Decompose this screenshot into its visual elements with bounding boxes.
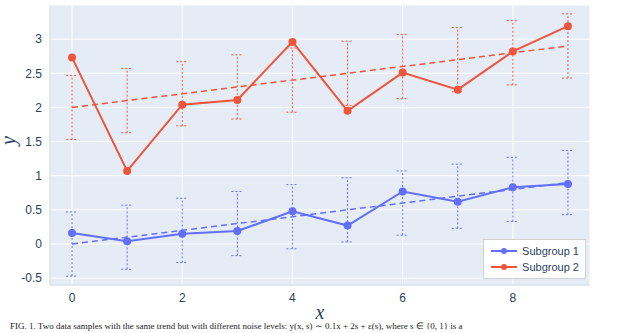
svg-text:y: y (8, 136, 20, 147)
svg-text:4: 4 (289, 291, 296, 305)
svg-text:6: 6 (399, 291, 406, 305)
html-text:Subgroup 1: Subgroup 1 (522, 245, 579, 257)
svg-text:1.5: 1.5 (25, 135, 42, 149)
svg-text:0.5: 0.5 (25, 203, 42, 217)
svg-text:2.5: 2.5 (25, 67, 42, 81)
svg-text:2: 2 (35, 101, 42, 115)
html-text:Subgroup 2: Subgroup 2 (522, 261, 579, 273)
svg-text:x: x (315, 301, 325, 320)
html-text:FIG. 1. Two data samples with: FIG. 1. Two data samples with the same t… (10, 321, 463, 331)
svg-text:1: 1 (35, 169, 42, 183)
svg-text:-0.5: -0.5 (21, 271, 42, 285)
svg-text:3: 3 (35, 32, 42, 46)
svg-text:0: 0 (35, 237, 42, 251)
svg-text:0: 0 (69, 291, 76, 305)
svg-text:2: 2 (179, 291, 186, 305)
svg-text:8: 8 (510, 291, 517, 305)
